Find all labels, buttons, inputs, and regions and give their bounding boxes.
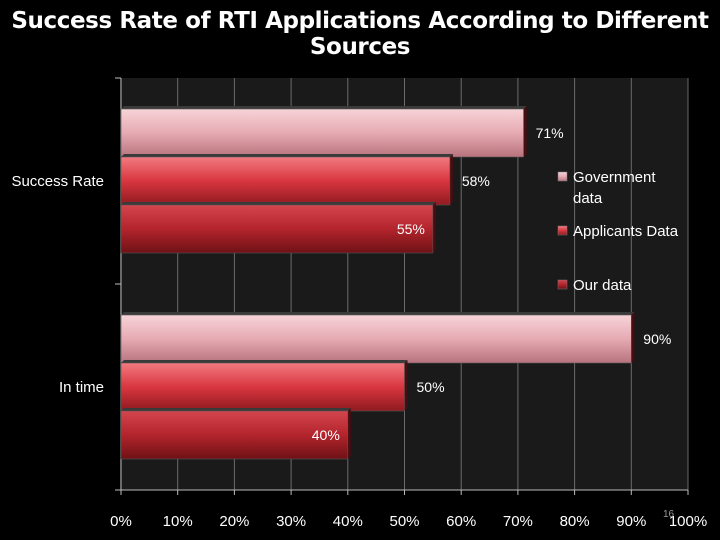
slide-number: 16 [663,509,675,520]
bar-top [121,106,527,109]
legend-label: Applicants Data [573,223,679,240]
x-tick-label: 80% [560,513,590,530]
x-tick-label: 70% [503,513,533,530]
x-tick-label: 50% [389,513,419,530]
bar-top [121,202,436,205]
bar-side [449,154,453,205]
legend-label: Government data [573,169,656,207]
bar-top [121,360,408,363]
data-label: 55% [397,221,425,237]
legend-label: Our data [573,277,632,294]
data-label: 50% [417,379,445,395]
bar [120,362,405,412]
x-tick-label: 0% [110,513,132,530]
bar [120,410,349,460]
x-tick-label: 30% [276,513,306,530]
bar [120,156,451,206]
legend-swatch [557,225,568,236]
category-label: In time [59,379,104,396]
data-label: 90% [643,331,671,347]
x-tick-label: 40% [333,513,363,530]
data-label: 58% [462,173,490,189]
bar-side [631,312,635,363]
bar-side [404,360,408,411]
bar-side [523,106,527,157]
bar-side [432,202,436,253]
bar-top [121,312,635,315]
x-tick-label: 20% [219,513,249,530]
data-label: 71% [536,125,564,141]
category-label: Success Rate [11,173,104,190]
legend-swatch [557,279,568,290]
data-label: 40% [312,427,340,443]
x-tick-label: 60% [446,513,476,530]
x-tick-label: 100% [669,513,707,530]
bar [120,314,632,364]
legend-swatch [557,171,568,182]
bar-top [121,154,453,157]
x-tick-label: 90% [616,513,646,530]
bar-top [121,408,351,411]
bar-side [347,408,351,459]
bar [120,204,434,254]
chart-title: Success Rate of RTI Applications Accordi… [11,8,709,60]
bar [120,108,524,158]
x-tick-label: 10% [163,513,193,530]
